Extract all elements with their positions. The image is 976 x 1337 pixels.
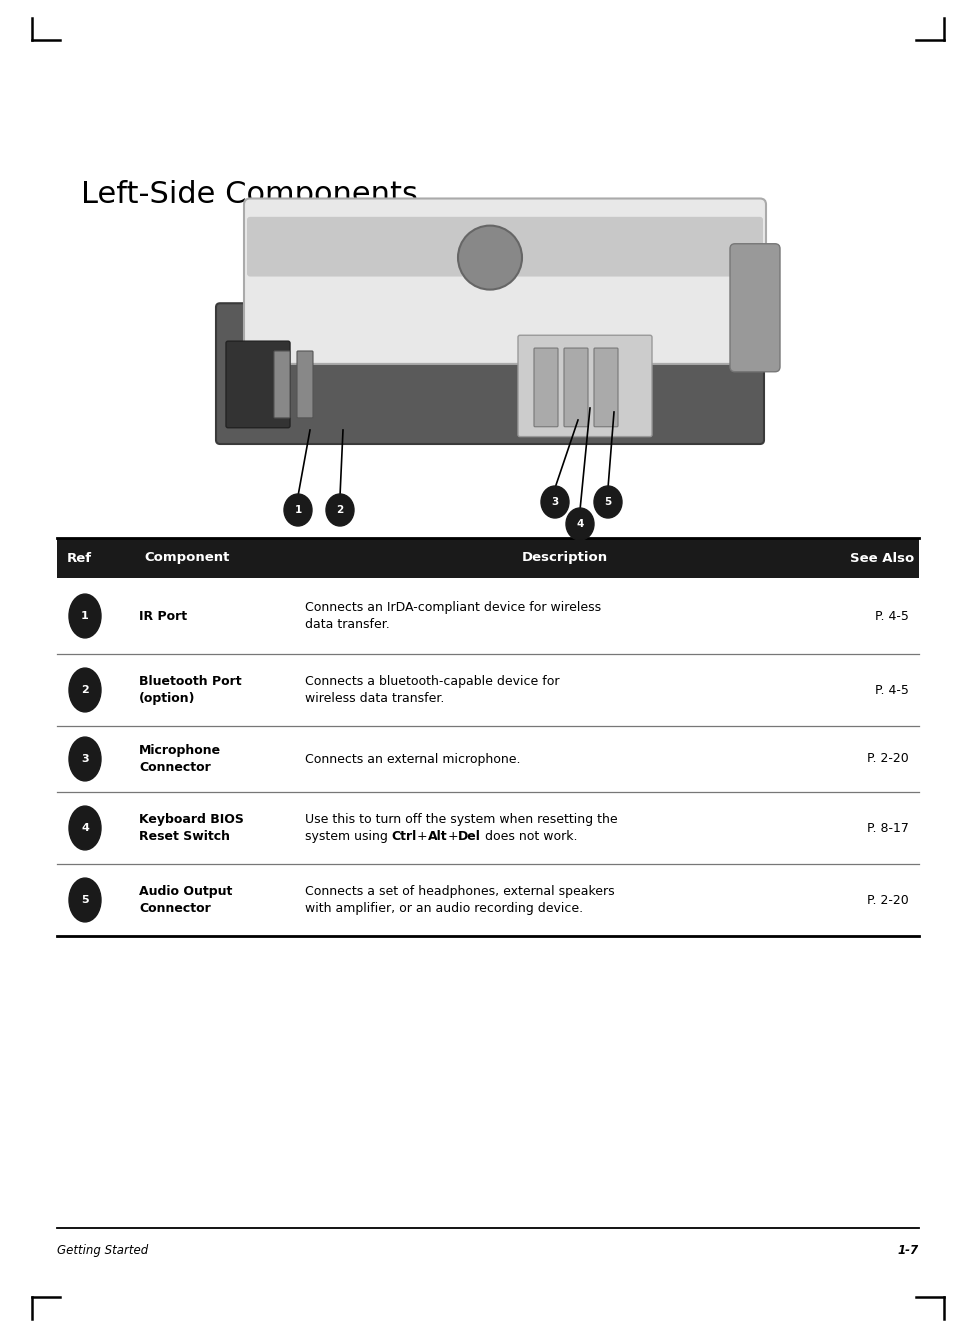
Text: 4: 4 <box>576 519 584 529</box>
Ellipse shape <box>69 668 101 711</box>
Text: 4: 4 <box>81 824 89 833</box>
Circle shape <box>458 226 522 290</box>
Text: 1-7: 1-7 <box>898 1243 919 1257</box>
FancyBboxPatch shape <box>730 243 780 372</box>
Text: Left-Side Components: Left-Side Components <box>81 180 418 210</box>
Text: 3: 3 <box>551 497 558 507</box>
Text: 2: 2 <box>337 505 344 515</box>
Text: Component: Component <box>144 551 229 564</box>
FancyBboxPatch shape <box>297 352 313 418</box>
Text: IR Port: IR Port <box>139 610 187 623</box>
Text: Connects an IrDA-compliant device for wireless: Connects an IrDA-compliant device for wi… <box>305 602 601 614</box>
Text: Microphone: Microphone <box>139 743 222 757</box>
Text: Ref: Ref <box>67 551 92 564</box>
Text: Connector: Connector <box>139 761 211 774</box>
Text: Reset Switch: Reset Switch <box>139 830 230 844</box>
FancyBboxPatch shape <box>216 303 764 444</box>
Text: P. 4-5: P. 4-5 <box>875 683 909 697</box>
FancyBboxPatch shape <box>534 348 558 427</box>
Text: See Also: See Also <box>850 551 914 564</box>
FancyBboxPatch shape <box>57 654 919 726</box>
Text: Audio Output: Audio Output <box>139 885 232 898</box>
Text: P. 2-20: P. 2-20 <box>868 753 909 766</box>
Text: 3: 3 <box>81 754 89 763</box>
Text: does not work.: does not work. <box>481 830 578 844</box>
Text: Description: Description <box>522 551 608 564</box>
Text: 1: 1 <box>81 611 89 620</box>
Text: with amplifier, or an audio recording device.: with amplifier, or an audio recording de… <box>305 902 583 915</box>
Text: (option): (option) <box>139 693 195 705</box>
Text: +: + <box>417 830 427 844</box>
Ellipse shape <box>566 508 594 540</box>
Text: 5: 5 <box>81 894 89 905</box>
FancyBboxPatch shape <box>247 217 763 277</box>
Text: 2: 2 <box>81 685 89 695</box>
Text: Keyboard BIOS: Keyboard BIOS <box>139 813 244 826</box>
Text: 5: 5 <box>604 497 612 507</box>
Text: Connects an external microphone.: Connects an external microphone. <box>305 753 520 766</box>
Text: data transfer.: data transfer. <box>305 618 389 631</box>
Ellipse shape <box>594 487 622 517</box>
Text: Connects a set of headphones, external speakers: Connects a set of headphones, external s… <box>305 885 615 898</box>
Text: wireless data transfer.: wireless data transfer. <box>305 693 444 705</box>
Ellipse shape <box>69 737 101 781</box>
FancyBboxPatch shape <box>57 726 919 792</box>
FancyBboxPatch shape <box>226 341 290 428</box>
FancyBboxPatch shape <box>57 537 919 578</box>
Ellipse shape <box>326 493 354 525</box>
FancyBboxPatch shape <box>244 198 766 364</box>
Text: P. 2-20: P. 2-20 <box>868 893 909 906</box>
FancyBboxPatch shape <box>57 792 919 864</box>
Text: Ctrl: Ctrl <box>392 830 417 844</box>
Text: Connector: Connector <box>139 902 211 915</box>
Text: Alt: Alt <box>427 830 447 844</box>
FancyBboxPatch shape <box>564 348 588 427</box>
FancyBboxPatch shape <box>274 352 290 418</box>
Ellipse shape <box>69 594 101 638</box>
Text: P. 4-5: P. 4-5 <box>875 610 909 623</box>
Text: Getting Started: Getting Started <box>57 1243 148 1257</box>
FancyBboxPatch shape <box>57 578 919 654</box>
Text: Connects a bluetooth-capable device for: Connects a bluetooth-capable device for <box>305 675 559 689</box>
Ellipse shape <box>284 493 312 525</box>
Text: +: + <box>447 830 458 844</box>
Ellipse shape <box>541 487 569 517</box>
FancyBboxPatch shape <box>518 336 652 437</box>
Text: P. 8-17: P. 8-17 <box>867 821 909 834</box>
Ellipse shape <box>69 806 101 850</box>
FancyBboxPatch shape <box>57 864 919 936</box>
Text: Del: Del <box>458 830 481 844</box>
Text: Bluetooth Port: Bluetooth Port <box>139 675 242 689</box>
FancyBboxPatch shape <box>594 348 618 427</box>
Ellipse shape <box>69 878 101 923</box>
Text: 1: 1 <box>295 505 302 515</box>
Text: Use this to turn off the system when resetting the: Use this to turn off the system when res… <box>305 813 618 826</box>
Text: system using: system using <box>305 830 392 844</box>
